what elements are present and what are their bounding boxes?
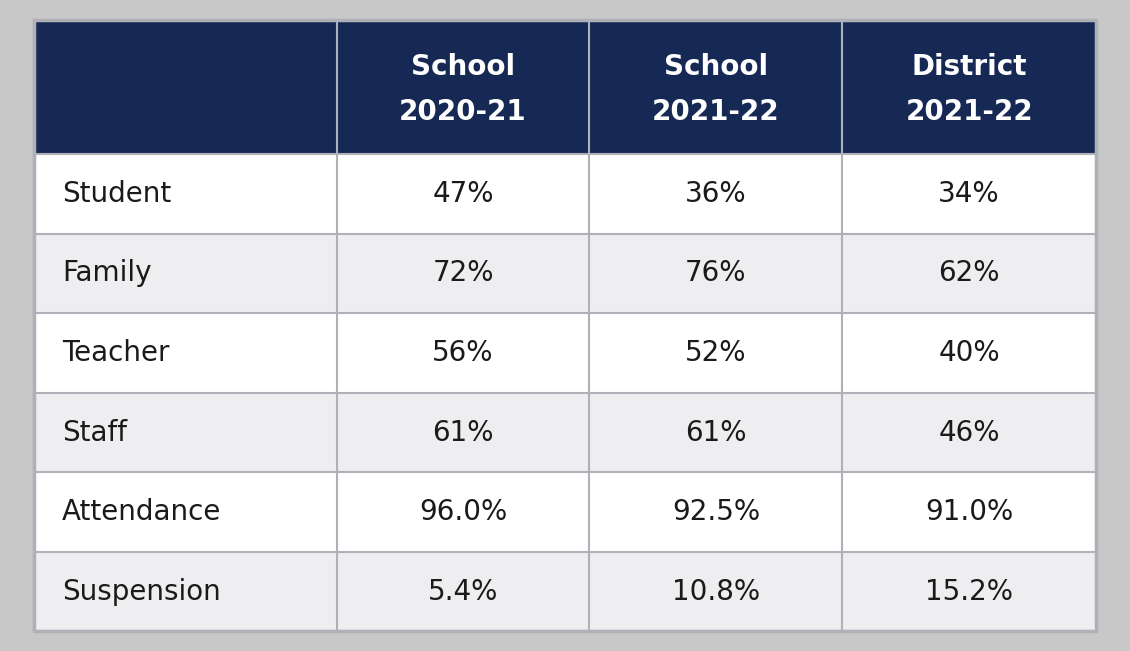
Bar [337,552,590,631]
Bar [34,393,337,473]
Text: 76%: 76% [685,260,747,288]
Bar [34,20,1096,154]
Bar [34,473,337,552]
Text: Teacher: Teacher [62,339,170,367]
Bar [590,234,842,313]
Text: School: School [411,53,515,81]
Bar [337,313,590,393]
Text: Family: Family [62,260,151,288]
Bar [590,393,842,473]
Text: 62%: 62% [938,260,1000,288]
Text: 15.2%: 15.2% [925,577,1014,605]
Bar [34,313,337,393]
Text: Student: Student [62,180,172,208]
Bar [842,473,1096,552]
Text: 52%: 52% [685,339,747,367]
Text: 46%: 46% [938,419,1000,447]
Bar [34,154,337,234]
Text: 72%: 72% [433,260,494,288]
Bar [34,234,337,313]
Text: 2020-21: 2020-21 [399,98,527,126]
Bar [842,234,1096,313]
Bar [842,552,1096,631]
Bar [337,393,590,473]
Text: 40%: 40% [938,339,1000,367]
Bar [590,313,842,393]
Bar [337,473,590,552]
Text: 10.8%: 10.8% [671,577,759,605]
Text: 2021-22: 2021-22 [905,98,1033,126]
Bar [337,234,590,313]
Text: 61%: 61% [433,419,494,447]
Text: 91.0%: 91.0% [925,498,1014,526]
Text: 36%: 36% [685,180,747,208]
Bar [590,473,842,552]
Bar [842,154,1096,234]
Text: School: School [663,53,768,81]
Text: 56%: 56% [433,339,494,367]
Bar [842,393,1096,473]
Text: 5.4%: 5.4% [428,577,498,605]
Bar [842,313,1096,393]
Text: 34%: 34% [938,180,1000,208]
Text: District: District [912,53,1027,81]
Text: Staff: Staff [62,419,128,447]
Text: 2021-22: 2021-22 [652,98,780,126]
Bar [590,552,842,631]
Text: 96.0%: 96.0% [419,498,507,526]
Text: Suspension: Suspension [62,577,220,605]
Bar [337,154,590,234]
Text: 92.5%: 92.5% [671,498,759,526]
Text: 47%: 47% [433,180,494,208]
Bar [590,154,842,234]
Text: 61%: 61% [685,419,747,447]
Bar [34,552,337,631]
Text: Attendance: Attendance [62,498,221,526]
